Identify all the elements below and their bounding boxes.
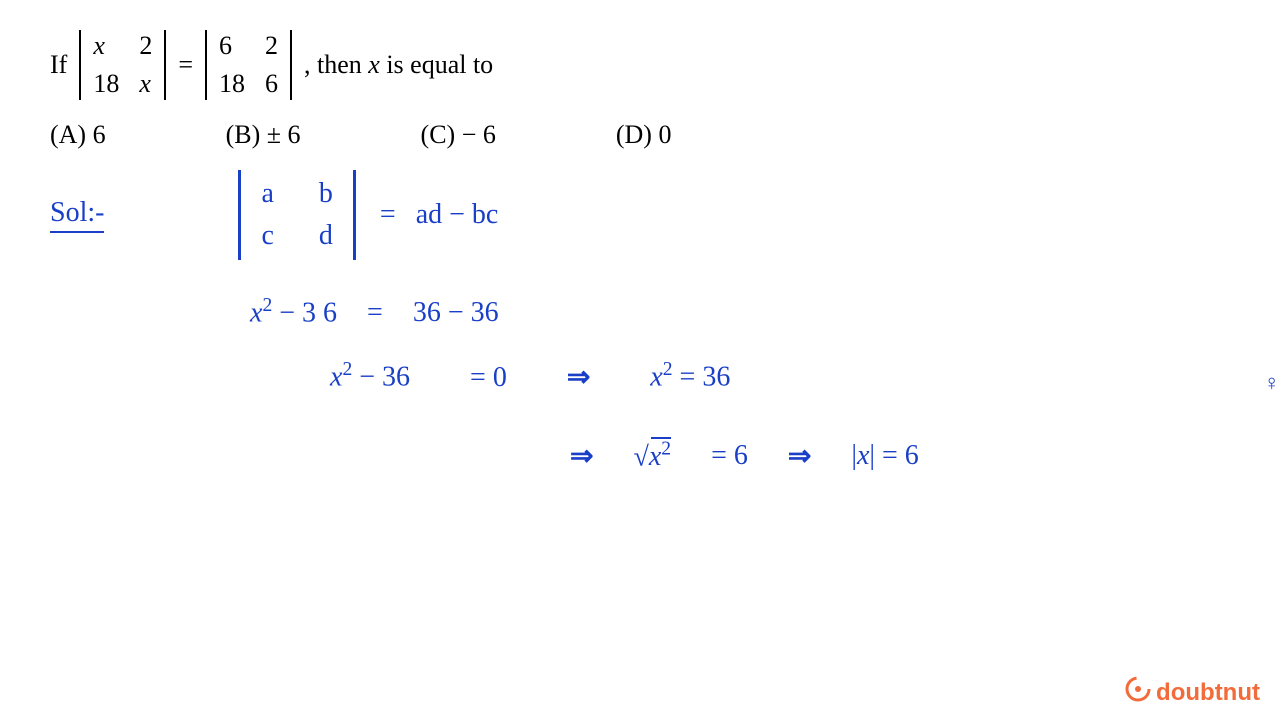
gen-a11: a [261, 178, 273, 210]
question-prefix: If [50, 50, 67, 80]
gen-a22: d [319, 220, 333, 252]
option-a: (A) 6 [50, 120, 106, 150]
sqrt-expression: √x2 [633, 439, 671, 473]
doubtnut-icon [1124, 675, 1152, 710]
det1-a11: x [93, 31, 119, 61]
step1-lhs: x2 − 3 6 [250, 295, 337, 329]
question-text: If x 2 18 x = 6 2 18 6 , then x is equal… [50, 30, 1230, 100]
solution-area: Sol:- a b c d = ad − bc x2 − 3 6 = 36 − … [0, 150, 1280, 473]
solution-label: Sol:- [50, 197, 104, 233]
option-d: (D) 0 [616, 120, 672, 150]
step2-eq: = 0 [470, 362, 507, 394]
equals-sign: = [178, 50, 193, 80]
det2-a12: 2 [265, 31, 278, 61]
step1-eq: = [367, 297, 383, 329]
det2-a22: 6 [265, 69, 278, 99]
solution-step-3: ⇒ √x2 = 6 ⇒ |x| = 6 [570, 439, 1230, 473]
det-bar-right [353, 170, 356, 260]
determinant-2: 6 2 18 6 [205, 30, 292, 100]
det-bar-right [164, 30, 166, 100]
step2-lhs: x2 − 36 [330, 359, 410, 393]
question-suffix: , then x is equal to [304, 50, 493, 80]
det1-a21: 18 [93, 69, 119, 99]
det1-a12: 2 [139, 31, 152, 61]
option-b: (B) ± 6 [226, 120, 301, 150]
gen-a12: b [319, 178, 333, 210]
det1-a22: x [139, 69, 152, 99]
solution-step-1: x2 − 3 6 = 36 − 36 [250, 295, 1230, 329]
step2-rhs: x2 = 36 [650, 359, 730, 393]
det-eq: = [380, 199, 396, 231]
determinant-1: x 2 18 x [79, 30, 166, 100]
det2-a21: 18 [219, 69, 245, 99]
arrow-icon: ⇒ [570, 439, 593, 473]
arrow-icon: ⇒ [788, 439, 811, 473]
options-row: (A) 6 (B) ± 6 (C) − 6 (D) 0 [50, 120, 1230, 150]
step3-final: |x| = 6 [851, 440, 918, 472]
step3-eq: = 6 [711, 440, 748, 472]
watermark-text: doubtnut [1156, 679, 1260, 707]
gen-a21: c [261, 220, 273, 252]
det-formula-text: ad − bc [416, 199, 499, 231]
step1-rhs: 36 − 36 [413, 297, 499, 329]
det2-a11: 6 [219, 31, 245, 61]
arrow-icon: ⇒ [567, 360, 590, 394]
determinant-formula: a b c d = ad − bc [234, 170, 498, 260]
det-bar-right [290, 30, 292, 100]
solution-step-2: x2 − 36 = 0 ⇒ x2 = 36 [330, 359, 1230, 393]
watermark-logo: doubtnut [1124, 675, 1260, 710]
side-decoration-icon: ♀ [1264, 370, 1280, 396]
option-c: (C) − 6 [421, 120, 496, 150]
